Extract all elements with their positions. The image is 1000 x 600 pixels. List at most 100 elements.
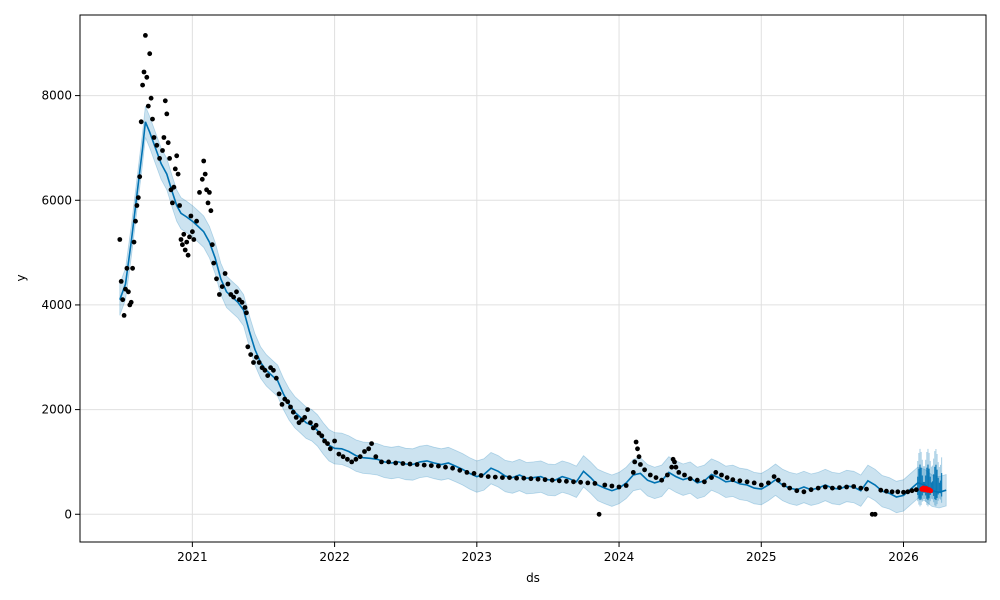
observed-point (471, 471, 477, 476)
observed-point (766, 480, 771, 486)
x-tick-label: 2021 (177, 550, 208, 564)
observed-point (623, 483, 629, 488)
observed-point (171, 184, 177, 190)
observed-point (133, 218, 138, 224)
observed-point (164, 111, 170, 117)
observed-point (682, 472, 687, 478)
observed-point (160, 148, 165, 153)
observed-point (837, 485, 842, 490)
observed-point (172, 166, 178, 172)
observed-point (653, 475, 659, 480)
observed-point (244, 310, 249, 316)
x-tick-label: 2024 (604, 550, 635, 564)
observed-point (609, 483, 615, 489)
observed-point (436, 463, 441, 469)
y-axis-ticks: 0 2000 4000 6000 8000 (41, 89, 80, 521)
observed-point (120, 297, 126, 303)
observed-point (248, 352, 254, 357)
observed-point (851, 484, 857, 489)
observed-point (602, 482, 608, 488)
highlight-point (927, 488, 934, 494)
observed-point (145, 103, 151, 109)
observed-point (478, 473, 484, 478)
observed-point (177, 203, 183, 208)
y-tick-label: 2000 (41, 403, 72, 417)
observed-point (154, 142, 160, 148)
observed-point (878, 487, 884, 493)
y-axis-label: y (14, 274, 28, 281)
observed-point (135, 195, 141, 201)
observed-point (180, 242, 185, 248)
grid-lines (80, 15, 986, 542)
x-tick-label: 2022 (319, 550, 350, 564)
y-tick-label: 0 (64, 507, 72, 521)
observed-point (184, 239, 190, 245)
observed-point (214, 276, 219, 282)
observed-point (256, 360, 262, 365)
observed-point (669, 464, 675, 470)
observed-point (676, 470, 682, 475)
observed-point (151, 135, 157, 140)
observed-point (414, 462, 420, 467)
observed-point (188, 213, 194, 219)
observed-point (285, 399, 291, 405)
observed-point (138, 119, 144, 125)
observed-point (313, 422, 319, 428)
observed-point (616, 484, 622, 490)
observed-point (421, 462, 427, 468)
observed-point (140, 82, 146, 88)
observed-point (209, 242, 215, 248)
observed-point (724, 475, 730, 480)
observed-point (165, 140, 171, 146)
observed-point (694, 477, 700, 483)
observed-point (775, 477, 781, 483)
observed-point (271, 367, 276, 373)
observed-point (308, 420, 313, 426)
observed-points (117, 33, 919, 517)
observed-point (190, 229, 195, 235)
highlight-points (919, 485, 934, 494)
observed-point (535, 476, 541, 482)
uncertainty-band (119, 105, 947, 514)
observed-point (585, 480, 591, 486)
observed-point (202, 171, 208, 177)
observed-point (174, 153, 180, 159)
observed-point (514, 475, 519, 481)
observed-point (730, 477, 736, 483)
observed-point (393, 460, 399, 466)
observed-point (884, 488, 889, 494)
observed-point (134, 203, 140, 208)
observed-point (143, 33, 148, 38)
observed-point (450, 465, 455, 471)
observed-point (872, 511, 878, 517)
observed-point (443, 464, 448, 470)
observed-point (147, 51, 153, 57)
observed-point (217, 292, 222, 297)
observed-point (262, 367, 268, 373)
observed-point (794, 488, 800, 494)
observed-point (373, 454, 379, 460)
observed-point (187, 234, 192, 240)
observed-point (161, 135, 167, 140)
observed-point (492, 474, 498, 480)
observed-point (327, 446, 333, 452)
observed-point (362, 449, 367, 454)
y-tick-label: 8000 (41, 89, 72, 103)
observed-point (305, 407, 310, 412)
observed-point (273, 375, 279, 381)
observed-point (336, 451, 342, 457)
observed-point (379, 459, 384, 465)
observed-point (325, 441, 330, 446)
observed-point (549, 477, 555, 483)
observed-point (242, 305, 248, 310)
observed-point (400, 461, 406, 466)
observed-point (905, 489, 911, 495)
observed-point (909, 488, 915, 494)
x-tick-label: 2026 (888, 550, 919, 564)
observed-point (659, 477, 665, 483)
observed-point (290, 409, 296, 415)
observed-point (199, 176, 205, 182)
observed-point (332, 438, 337, 444)
observed-point (542, 477, 548, 483)
y-tick-label: 4000 (41, 298, 72, 312)
